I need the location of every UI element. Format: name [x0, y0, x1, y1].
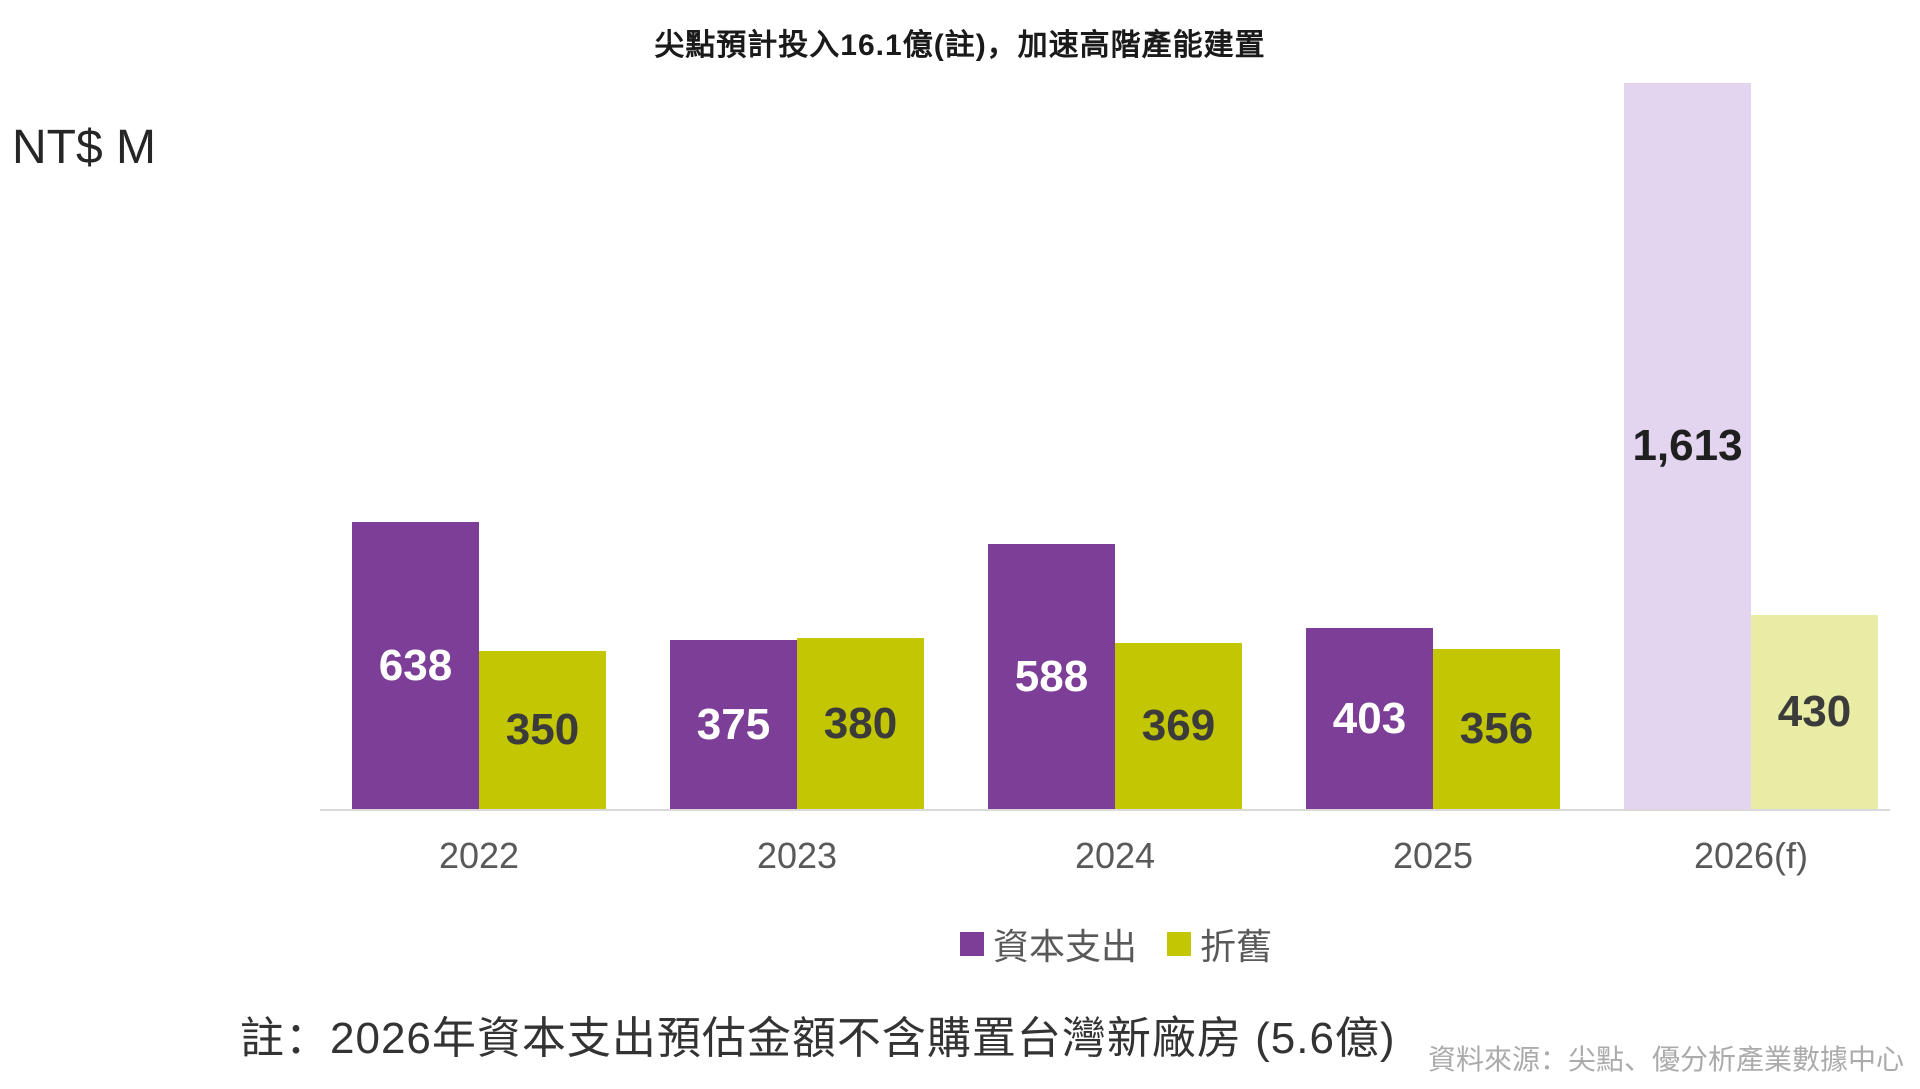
bar-depreciation-2024: 369 — [1115, 643, 1242, 809]
bar-value-label: 369 — [1141, 701, 1216, 750]
bar-value-label: 350 — [505, 705, 580, 754]
x-axis-line — [320, 809, 1890, 811]
bar-depreciation-2022: 350 — [479, 651, 606, 809]
x-axis-category-2022: 2022 — [438, 835, 520, 876]
legend-swatch-icon — [960, 932, 984, 956]
bar-capex-2024: 588 — [988, 544, 1115, 809]
bar-capex-2022: 638 — [352, 522, 479, 809]
source-caption: 資料來源：尖點、優分析產業數據中心 — [1427, 1044, 1904, 1075]
bar-value-label: 380 — [823, 698, 898, 748]
bar-value-label: 638 — [378, 640, 453, 690]
footnote: 註：2026年資本支出預估金額不含購置台灣新廠房 (5.6億) — [240, 1014, 1396, 1063]
bar-depreciation-2023: 380 — [797, 638, 924, 809]
bar-capex-2026(f): 1,613 — [1624, 83, 1751, 809]
x-axis-category-2026(f): 2026(f) — [1693, 835, 1809, 876]
bar-capex-2023: 375 — [670, 640, 797, 809]
bar-capex-2025: 403 — [1306, 628, 1433, 809]
y-axis-unit-label: NT$ M — [12, 121, 156, 174]
bar-value-label: 1,613 — [1632, 421, 1743, 470]
legend-item-capex: 資本支出 — [960, 918, 1137, 970]
bar-value-label: 403 — [1332, 693, 1407, 743]
bar-depreciation-2026(f): 430 — [1751, 615, 1878, 809]
x-axis-category-2024: 2024 — [1074, 835, 1156, 876]
plot-area: 638 350 2022 375 380 2023 588 369 2024 403 356 2025… — [320, 83, 1890, 876]
bar-value-label: 356 — [1459, 704, 1534, 753]
bar-depreciation-2025: 356 — [1433, 649, 1560, 809]
legend-label: 資本支出 — [993, 926, 1138, 967]
bar-value-label: 430 — [1777, 687, 1852, 736]
bar-value-label: 588 — [1014, 651, 1089, 701]
x-axis-category-2023: 2023 — [756, 835, 838, 876]
legend-swatch-icon — [1167, 932, 1192, 956]
legend-item-depreciation: 折舊 — [1167, 918, 1272, 970]
x-axis-category-2025: 2025 — [1392, 835, 1474, 876]
bar-value-label: 375 — [696, 699, 771, 749]
legend-label: 折舊 — [1200, 926, 1273, 967]
chart-title: 尖點預計投入16.1億(註)，加速高階產能建置 — [654, 29, 1266, 62]
chart-legend: 資本支出 折舊 — [960, 918, 1272, 970]
